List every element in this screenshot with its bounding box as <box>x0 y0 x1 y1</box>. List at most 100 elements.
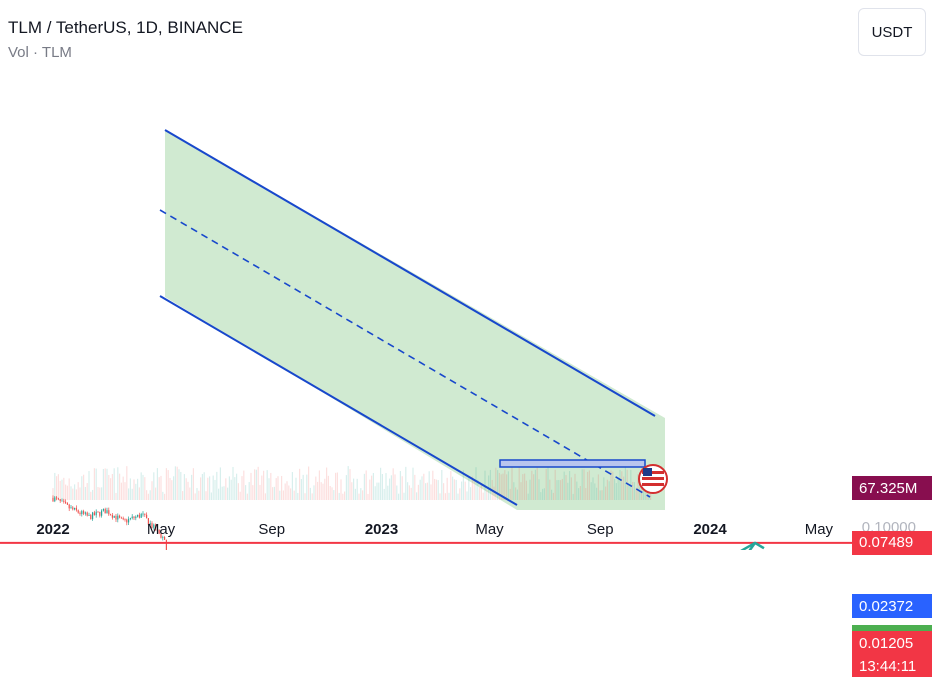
volume-bar <box>475 467 477 500</box>
volume-bar <box>198 490 200 500</box>
volume-bar <box>304 493 306 500</box>
volume-bar <box>493 486 495 500</box>
volume-bar <box>525 480 527 500</box>
candle-body <box>137 514 139 517</box>
candle-body <box>84 512 86 514</box>
candle-body <box>131 516 133 519</box>
volume-bar <box>119 473 121 500</box>
volume-bar <box>349 469 351 500</box>
volume-bar <box>313 485 315 500</box>
candle-body <box>92 512 94 520</box>
volume-bar <box>531 470 533 500</box>
candle-body <box>133 516 135 519</box>
volume-bar <box>416 492 418 500</box>
volume-bar <box>315 476 317 500</box>
volume-bar <box>282 490 284 500</box>
volume-bar <box>293 490 295 500</box>
volume-bar <box>209 476 211 500</box>
candle-body <box>104 509 106 514</box>
candle-body <box>164 537 166 540</box>
volume-bar <box>560 480 562 500</box>
volume-bar <box>102 468 104 500</box>
volume-bar <box>178 469 180 500</box>
us-flag-icon[interactable] <box>638 464 668 494</box>
volume-legend[interactable]: Vol · TLM <box>8 44 72 61</box>
candle-body <box>146 514 148 519</box>
volume-bar <box>138 487 140 500</box>
volume-bar <box>360 488 362 500</box>
volume-bar <box>111 474 113 500</box>
volume-bar <box>498 472 500 500</box>
volume-bar <box>164 493 166 500</box>
volume-bar <box>219 467 221 500</box>
volume-bar <box>182 491 184 500</box>
candle-body <box>59 499 61 502</box>
volume-bar <box>529 479 531 500</box>
candle-body <box>117 515 119 520</box>
channel-mid-line[interactable] <box>159 209 651 498</box>
volume-bar <box>147 493 149 500</box>
resistance-price-tag: 0.07489 <box>852 530 932 555</box>
volume-bar <box>437 480 439 500</box>
candle-body <box>135 516 137 519</box>
volume-bar <box>284 483 286 500</box>
volume-bar <box>401 476 403 500</box>
candle-body <box>110 514 112 516</box>
x-axis-ticks: 2022 May Sep 2023 May Sep 2024 May <box>36 521 833 538</box>
volume-bar <box>189 487 191 500</box>
volume-bar <box>191 474 193 500</box>
currency-button[interactable]: USDT <box>858 8 926 56</box>
volume-bar <box>450 471 452 500</box>
candle-body <box>144 513 146 515</box>
volume-bar <box>322 483 324 500</box>
volume-bar <box>248 482 250 500</box>
candle-body <box>147 518 149 525</box>
candle-body <box>52 497 54 502</box>
volume-bar <box>225 478 227 500</box>
candle-body <box>128 518 130 523</box>
channel-lower-line[interactable] <box>159 295 518 506</box>
volume-bar <box>228 476 230 500</box>
volume-bar <box>74 484 76 500</box>
candle-body <box>140 514 142 518</box>
price-chart[interactable]: 0.100000.070000.050000.035000.025000.017… <box>0 0 932 550</box>
volume-bar <box>88 471 90 500</box>
volume-bar <box>81 476 83 500</box>
volume-bar <box>387 485 389 500</box>
volume-bar <box>556 480 558 500</box>
channel-upper-line[interactable] <box>164 129 656 417</box>
volume-bar <box>99 487 101 500</box>
volume-bar <box>605 486 607 500</box>
volume-bar <box>623 476 625 500</box>
volume-bar <box>146 490 148 500</box>
volume-bar <box>399 471 401 500</box>
candle-body <box>63 500 65 502</box>
volume-bar <box>257 466 259 500</box>
volume-bar <box>624 467 626 500</box>
volume-bar <box>137 478 139 500</box>
support-zone-box[interactable] <box>499 459 646 468</box>
volume-bar <box>610 470 612 500</box>
volume-bar <box>232 466 234 500</box>
volume-bar <box>275 478 277 500</box>
volume-bar <box>185 478 187 500</box>
symbol-title[interactable]: TLM / TetherUS, 1D, BINANCE <box>8 18 243 37</box>
volume-bar <box>358 493 360 500</box>
volume-bar <box>66 485 68 500</box>
volume-bar <box>295 477 297 500</box>
volume-bar <box>54 472 56 500</box>
volume-bar <box>430 484 432 500</box>
volume-bar <box>549 479 551 500</box>
volume-bar <box>365 470 367 500</box>
volume-bar <box>617 477 619 500</box>
volume-bar <box>554 469 556 500</box>
volume-bar <box>457 493 459 500</box>
volume-bar <box>452 476 454 500</box>
volume-bar <box>347 466 349 500</box>
volume-bar <box>590 482 592 500</box>
projection-arrow-path[interactable] <box>652 542 757 550</box>
current-price-tag: 0.01205 <box>852 631 932 656</box>
volume-bar <box>214 479 216 500</box>
volume-bar <box>57 474 59 500</box>
volume-bar <box>165 468 167 500</box>
